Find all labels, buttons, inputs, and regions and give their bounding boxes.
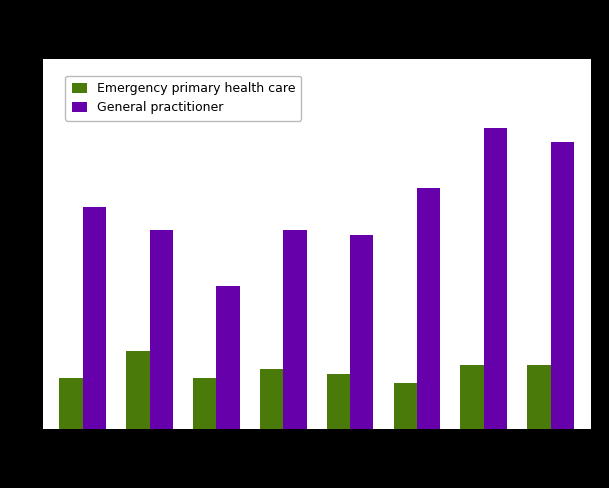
Bar (126, 350, 150, 429)
Bar (216, 285, 240, 429)
Bar (59, 379, 83, 429)
Bar (150, 230, 173, 429)
Bar (193, 379, 216, 429)
Bar (527, 365, 551, 429)
Bar (83, 207, 106, 429)
Bar (393, 383, 417, 429)
Bar (326, 374, 350, 429)
Bar (260, 369, 283, 429)
Bar (283, 230, 307, 429)
Bar (460, 365, 484, 429)
Legend: Emergency primary health care, General practitioner: Emergency primary health care, General p… (65, 76, 301, 121)
Bar (484, 128, 507, 429)
Bar (350, 235, 373, 429)
Bar (417, 188, 440, 429)
Bar (551, 142, 574, 429)
